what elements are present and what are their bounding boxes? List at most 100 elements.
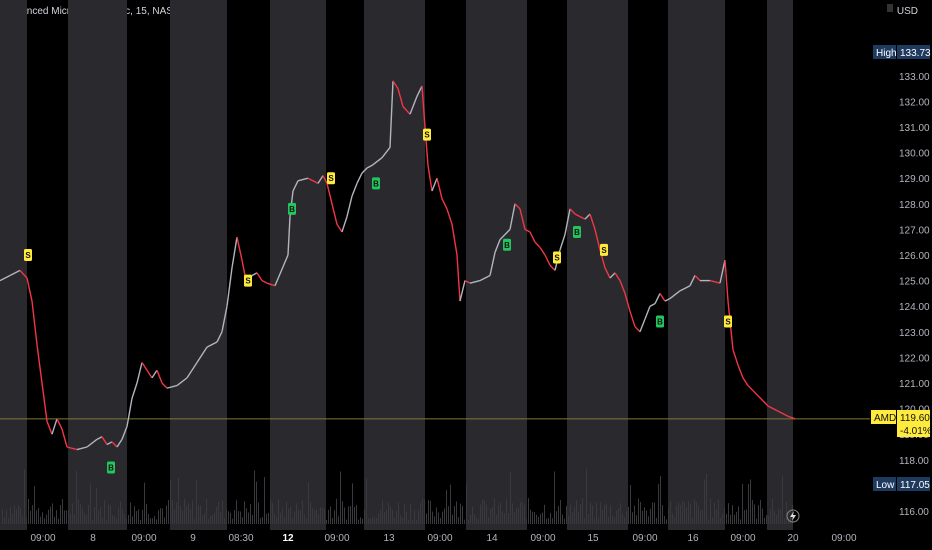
volume-bar — [788, 519, 789, 524]
volume-bar — [122, 509, 123, 524]
buy-signal[interactable]: B — [503, 238, 511, 251]
volume-bar — [366, 478, 367, 524]
buy-signal[interactable]: B — [107, 461, 115, 474]
volume-bar — [696, 501, 697, 524]
volume-bar — [32, 505, 33, 524]
volume-bar — [612, 515, 613, 524]
volume-bar — [278, 498, 279, 524]
volume-bar — [384, 512, 385, 524]
volume-bar — [64, 510, 65, 524]
x-tick-label: 09:00 — [427, 533, 452, 544]
price-segment — [654, 293, 661, 304]
svg-text:S: S — [601, 246, 607, 255]
price-segment — [251, 272, 258, 277]
volume-bar — [230, 512, 231, 524]
volume-bar — [88, 504, 89, 524]
flag-icon[interactable] — [887, 4, 893, 12]
volume-bar — [610, 505, 611, 524]
session-band — [466, 0, 527, 530]
volume-bar — [582, 498, 583, 524]
price-segment — [297, 177, 309, 182]
x-tick-label: 20 — [787, 533, 799, 544]
x-tick-label: 9 — [190, 533, 196, 544]
price-segment — [101, 436, 108, 445]
sell-signal[interactable]: S — [553, 251, 561, 264]
volume-bar — [692, 517, 693, 524]
volume-bar — [426, 513, 427, 524]
buy-signal[interactable]: B — [372, 177, 380, 190]
volume-bar — [310, 502, 311, 524]
price-segment — [402, 106, 411, 115]
price-segment — [441, 198, 448, 210]
volume-bar — [196, 479, 197, 524]
volume-bar — [292, 518, 293, 524]
buy-signal[interactable]: B — [656, 315, 664, 328]
price-segment — [106, 441, 113, 446]
price-segment — [56, 418, 63, 430]
volume-bar — [614, 517, 615, 524]
volume-bar — [420, 503, 421, 524]
volume-bar — [390, 506, 391, 524]
sell-signal[interactable]: S — [327, 172, 335, 185]
volume-bar — [240, 511, 241, 524]
volume-bar — [260, 518, 261, 524]
price-segment — [274, 254, 289, 286]
volume-bar — [736, 511, 737, 524]
price-segment — [514, 203, 521, 210]
buy-signal[interactable]: B — [573, 225, 581, 238]
volume-bar — [702, 509, 703, 524]
price-segment — [186, 369, 193, 379]
price-segment — [504, 228, 511, 236]
volume-bar — [134, 506, 135, 524]
price-segment — [361, 167, 368, 174]
volume-bar — [754, 504, 755, 524]
volume-bar — [682, 501, 683, 524]
x-tick-label: 09:00 — [324, 533, 349, 544]
volume-bar — [98, 509, 99, 524]
volume-bar — [546, 518, 547, 524]
volume-bar — [770, 508, 771, 524]
volume-bar — [192, 500, 193, 524]
volume-bar — [342, 501, 343, 524]
volume-bar — [238, 511, 239, 524]
sell-signal[interactable]: S — [423, 128, 431, 141]
svg-text:S: S — [725, 318, 731, 327]
price-segment — [421, 85, 426, 128]
sell-signal[interactable]: S — [244, 274, 252, 287]
currency-label[interactable]: USD — [896, 6, 918, 17]
volume-bar — [368, 518, 369, 524]
volume-bar — [96, 488, 97, 524]
lightning-icon[interactable] — [786, 509, 800, 523]
price-segment — [36, 344, 43, 384]
x-tick-label: 16 — [687, 533, 699, 544]
volume-bar — [28, 498, 29, 524]
price-segment — [322, 175, 328, 184]
price-segment — [709, 279, 721, 284]
volume-bar — [502, 511, 503, 524]
buy-signal[interactable]: B — [288, 202, 296, 215]
volume-bar — [184, 498, 185, 524]
sell-signal[interactable]: S — [724, 315, 732, 328]
sell-signal[interactable]: S — [24, 249, 32, 261]
volume-bar — [22, 516, 23, 524]
volume-bar — [178, 478, 179, 524]
volume-bar — [472, 506, 473, 524]
price-segment — [136, 362, 143, 384]
price-segment — [436, 178, 443, 199]
last-price-tag: 119.60 — [897, 410, 930, 424]
volume-bar — [304, 514, 305, 524]
price-segment — [427, 165, 433, 192]
sell-signal[interactable]: S — [600, 243, 608, 256]
price-segment — [261, 279, 268, 284]
volume-bar — [654, 502, 655, 524]
svg-text:B: B — [108, 463, 114, 472]
volume-bar — [348, 506, 349, 524]
session-bands — [0, 0, 793, 530]
price-segment — [126, 398, 133, 427]
price-segment — [116, 438, 123, 448]
volume-bar — [522, 501, 523, 524]
volume-bar — [536, 514, 537, 524]
volume-bar — [212, 514, 213, 524]
volume-bar — [742, 484, 743, 524]
